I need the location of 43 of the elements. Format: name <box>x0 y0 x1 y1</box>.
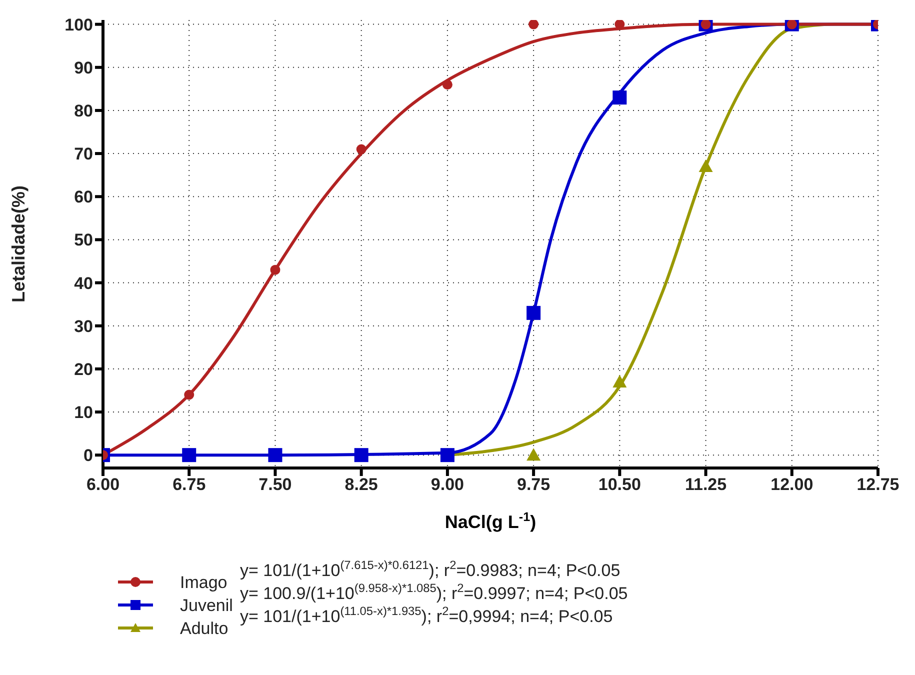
y-tick-label: 80 <box>74 101 93 120</box>
legend-label: Imago <box>180 573 228 592</box>
point <box>612 90 627 105</box>
y-tick-label: 90 <box>74 58 93 78</box>
y-tick-label: 100 <box>64 15 93 34</box>
point <box>268 448 282 462</box>
text: y= 101/(1+10$^{(7.615-x)*0.6121}$); r$^{2}$=0.9983; n=4; P<0.05 <box>240 558 620 580</box>
y-tick-label: 50 <box>74 230 93 250</box>
x-tick-label: 12.75 <box>856 475 900 494</box>
x-tick-label: 7.50 <box>258 475 292 494</box>
x-tick-label: 9.00 <box>430 475 464 494</box>
y-tick-label: 0 <box>84 446 93 466</box>
legend-label: Juvenil <box>180 596 233 615</box>
x-tick-label: 9.75 <box>517 475 550 494</box>
y-tick-label: 10 <box>74 403 93 422</box>
x-tick-label: 8.25 <box>344 475 378 494</box>
text: y= 101/(1+10$^{(11.05-x)*1.935}$); r$^{2}$=0,9994; n=4; P<0.05 <box>240 604 613 626</box>
point <box>356 144 366 154</box>
point <box>440 448 454 462</box>
text: y= 100.9/(1+10$^{(9.958-x)*1.085}$); r$^{2}$=0.9997; n=4; P<0.05 <box>240 581 628 603</box>
y-tick-label: 20 <box>74 360 93 379</box>
point <box>182 448 196 462</box>
point <box>526 306 541 320</box>
x-tick-label: 10.50 <box>598 475 641 494</box>
x-tick-label: 11.25 <box>684 475 727 494</box>
legend-label: Adulto <box>180 619 228 638</box>
x-tick-label: 12.00 <box>770 475 814 494</box>
y-tick-label: 40 <box>74 274 93 293</box>
y-tick-label: 30 <box>74 316 93 336</box>
point <box>528 20 539 30</box>
point <box>526 448 541 461</box>
y-tick-label: 70 <box>74 144 93 164</box>
point <box>612 374 627 388</box>
point <box>184 390 194 400</box>
x-tick-label: 6.75 <box>172 475 206 494</box>
point <box>698 159 713 172</box>
point <box>270 264 280 275</box>
x-tick-label: 6.00 <box>86 475 120 494</box>
y-axis-title: Letalidade(%) <box>8 185 28 303</box>
y-tick-label: 60 <box>74 188 93 207</box>
point <box>354 448 368 462</box>
point <box>442 80 452 90</box>
x-axis-title: NaCl(g L$^{-1}$) <box>444 510 536 532</box>
